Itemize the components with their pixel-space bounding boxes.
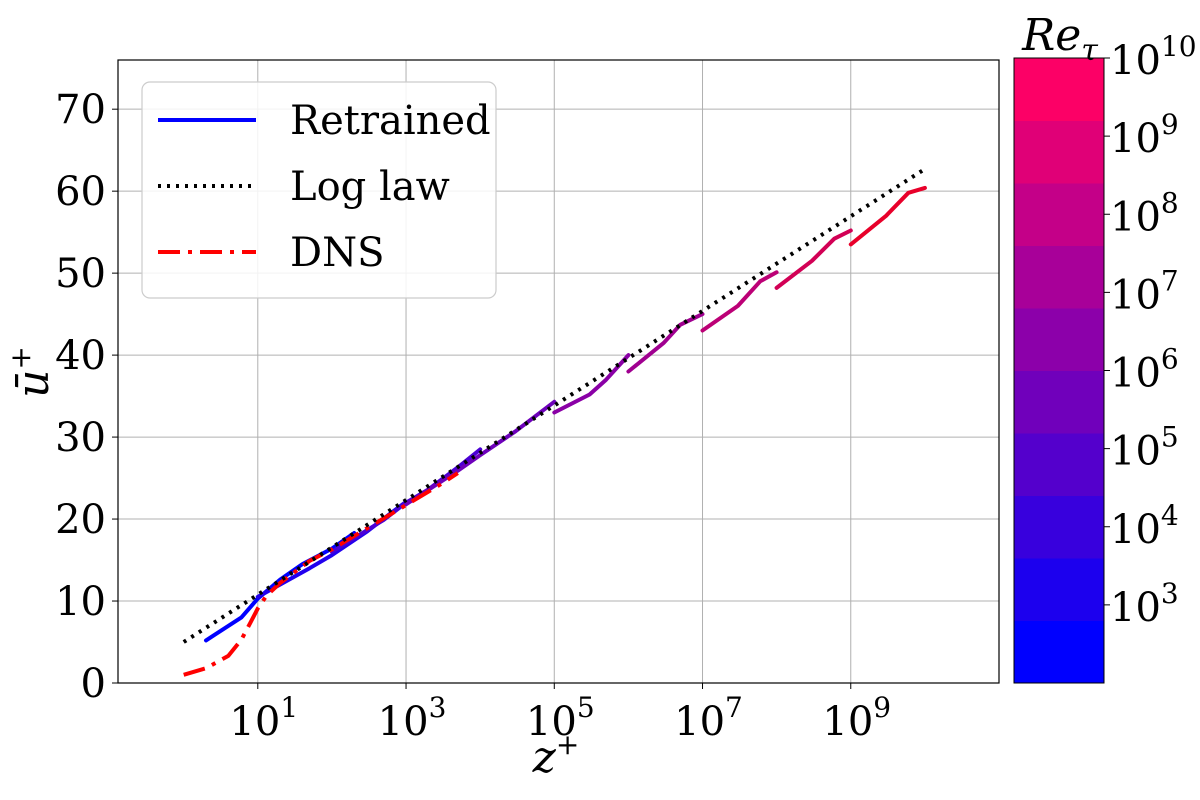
x-axis-ticks: 101 103 105 107 109: [229, 683, 891, 745]
colorbar-band: [1014, 558, 1104, 621]
colorbar-band: [1014, 183, 1104, 246]
colorbar-tick-label: 103: [1110, 577, 1179, 631]
retrained-series-line: [774, 228, 853, 290]
y-tick-label: 30: [55, 415, 106, 461]
y-axis-ticks: 0 10 20 30 40 50 60 70: [55, 87, 118, 707]
colorbar-tick-label: 104: [1110, 499, 1179, 553]
colorbar: [1014, 58, 1104, 684]
y-tick-label: 50: [55, 251, 106, 297]
retrained-series-line: [404, 399, 557, 507]
colorbar-band: [1014, 370, 1104, 434]
x-tick-label: 109: [822, 691, 891, 745]
y-axis-label: ū+: [4, 346, 59, 398]
y-tick-label: 60: [55, 169, 106, 215]
colorbar-tick-label: 109: [1110, 108, 1179, 162]
colorbar-ticks: 103 104 105 106 107 108 109 1010: [1104, 30, 1197, 631]
legend: Retrained Log law DNS: [141, 81, 497, 299]
y-tick-label: 0: [81, 661, 106, 707]
colorbar-tick-label: 106: [1110, 343, 1179, 397]
colorbar-band: [1014, 495, 1104, 559]
x-tick-label: 101: [229, 691, 298, 745]
dns-series-line: [183, 471, 459, 677]
y-tick-label: 40: [55, 333, 106, 379]
plot-frame: [117, 59, 1000, 684]
colorbar-tick-label: 108: [1110, 186, 1179, 240]
colorbar-band: [1014, 245, 1104, 309]
colorbar-band: [1014, 58, 1104, 121]
colorbar-title: Reτ: [1021, 10, 1098, 68]
x-tick-label: 107: [674, 691, 743, 745]
colorbar-band: [1014, 308, 1104, 371]
colorbar-frame: [1013, 57, 1105, 684]
colorbar-tick-label: 105: [1110, 421, 1179, 475]
plot-curves: [182, 167, 927, 677]
x-tick-label: 105: [526, 691, 595, 745]
x-axis-label: z+: [532, 728, 580, 783]
colorbar-tick-label: 107: [1110, 264, 1179, 318]
legend-label-retrained: Retrained: [290, 98, 491, 144]
y-tick-label: 20: [55, 497, 106, 543]
legend-box: [141, 81, 497, 299]
y-tick-label: 70: [55, 87, 106, 133]
legend-label-dns: DNS: [290, 230, 384, 276]
colorbar-band: [1014, 620, 1104, 684]
log-law-line: [182, 167, 926, 644]
legend-label-log-law: Log law: [290, 164, 450, 210]
retrained-series-line: [626, 312, 705, 374]
retrained-series-line: [700, 270, 779, 333]
y-tick-label: 10: [55, 579, 106, 625]
retrained-series-line: [848, 185, 927, 247]
x-tick-label: 103: [378, 691, 447, 745]
colorbar-tick-label: 1010: [1110, 30, 1197, 84]
colorbar-band: [1014, 120, 1104, 184]
colorbar-band: [1014, 433, 1104, 496]
